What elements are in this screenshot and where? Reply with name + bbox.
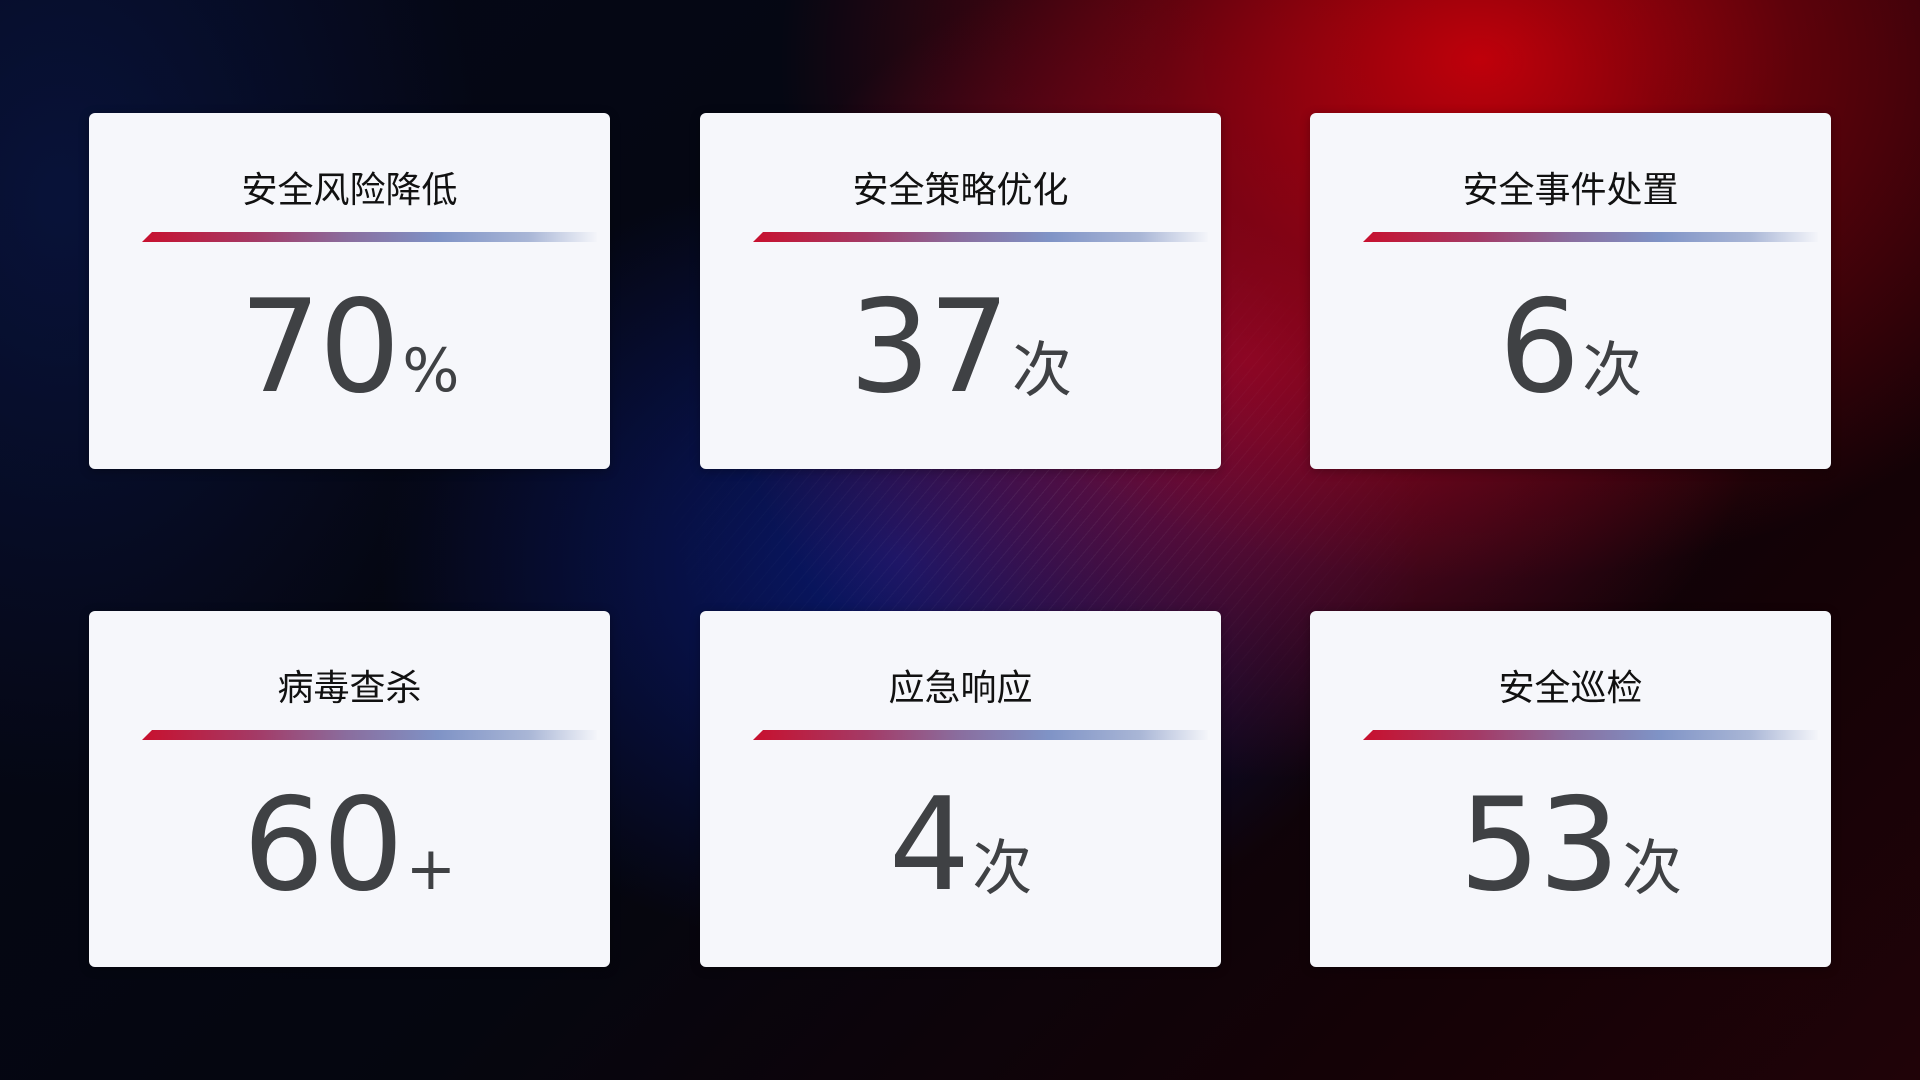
gradient-divider bbox=[1363, 730, 1818, 740]
stat-card-virus-removal: 病毒查杀 60+ bbox=[89, 611, 610, 967]
card-value: 70% bbox=[89, 273, 610, 422]
value-unit: 次 bbox=[972, 834, 1033, 904]
card-value: 6次 bbox=[1310, 273, 1831, 422]
card-value: 60+ bbox=[89, 771, 610, 920]
value-number: 53 bbox=[1459, 771, 1620, 920]
gradient-divider bbox=[142, 232, 597, 242]
card-title: 安全策略优化 bbox=[852, 170, 1069, 211]
value-unit: 次 bbox=[1621, 834, 1682, 904]
value-number: 60 bbox=[242, 771, 404, 920]
card-title: 安全巡检 bbox=[1498, 668, 1643, 709]
value-number: 37 bbox=[849, 273, 1010, 422]
card-title: 病毒查杀 bbox=[277, 668, 422, 709]
card-title: 安全事件处置 bbox=[1462, 170, 1679, 211]
value-unit: 次 bbox=[1011, 336, 1072, 406]
card-value: 37次 bbox=[700, 273, 1221, 422]
gradient-divider bbox=[142, 730, 597, 740]
stat-card-security-patrol: 安全巡检 53次 bbox=[1310, 611, 1831, 967]
value-unit: + bbox=[405, 834, 457, 904]
value-number: 4 bbox=[888, 771, 970, 920]
gradient-divider bbox=[753, 730, 1208, 740]
card-value: 4次 bbox=[700, 771, 1221, 920]
gradient-divider bbox=[1363, 232, 1818, 242]
card-title: 安全风险降低 bbox=[241, 170, 458, 211]
stat-card-policy-optimization: 安全策略优化 37次 bbox=[700, 113, 1221, 469]
value-number: 70 bbox=[239, 273, 401, 422]
value-unit: 次 bbox=[1582, 336, 1643, 406]
gradient-divider bbox=[753, 232, 1208, 242]
card-value: 53次 bbox=[1310, 771, 1831, 920]
value-number: 6 bbox=[1498, 273, 1580, 422]
card-title: 应急响应 bbox=[888, 668, 1033, 709]
stat-card-risk-reduction: 安全风险降低 70% bbox=[89, 113, 610, 469]
stat-card-emergency-response: 应急响应 4次 bbox=[700, 611, 1221, 967]
stat-card-incident-handling: 安全事件处置 6次 bbox=[1310, 113, 1831, 469]
value-unit: % bbox=[402, 336, 460, 406]
